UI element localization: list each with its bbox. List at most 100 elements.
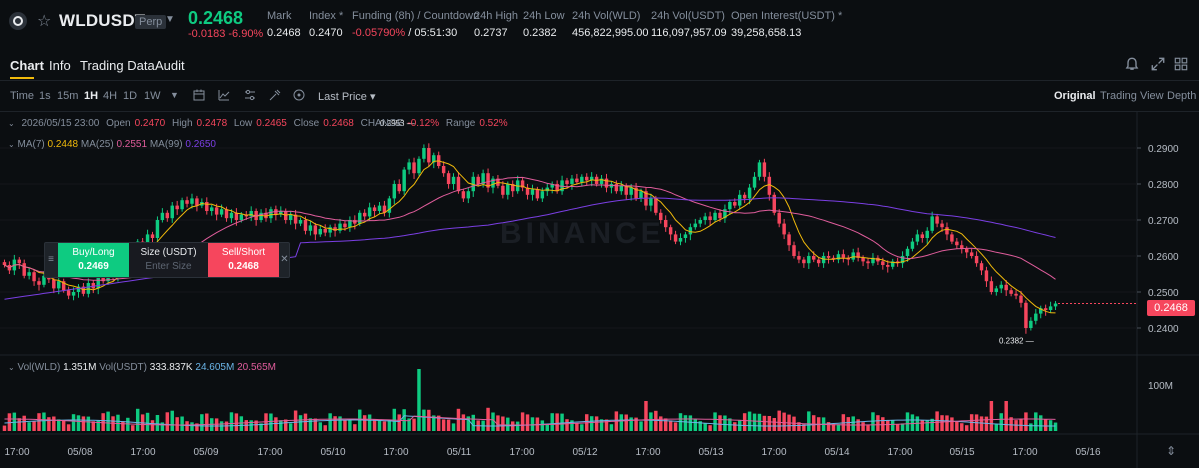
volume-bar bbox=[81, 416, 86, 431]
candle-body bbox=[1043, 308, 1048, 310]
volume-ma2-line bbox=[4, 415, 1056, 426]
favorite-star-icon[interactable]: ☆ bbox=[37, 13, 52, 30]
interval-time[interactable]: Time bbox=[10, 90, 35, 102]
x-tick-label: 17:00 bbox=[509, 447, 534, 458]
candle-body bbox=[861, 257, 865, 262]
candle-body bbox=[792, 245, 796, 256]
buy-long-button[interactable]: Buy/Long 0.2469 bbox=[58, 243, 129, 277]
interval-15m[interactable]: 15m bbox=[57, 90, 79, 102]
candle-body bbox=[358, 212, 362, 224]
candle-body bbox=[772, 194, 776, 213]
candle-body bbox=[989, 281, 994, 292]
y-tick-label: 0.2500 bbox=[1148, 288, 1179, 299]
sell-short-button[interactable]: Sell/Short 0.2468 bbox=[208, 243, 279, 277]
interval-4h[interactable]: 4H bbox=[103, 90, 118, 102]
volume-bar bbox=[417, 369, 421, 431]
volume-bar bbox=[436, 415, 441, 431]
candlestick-chart[interactable]: 0.2900 0.2800 0.2700 0.2600 0.2500 0.2400 BINA… bbox=[0, 111, 1199, 468]
symbol-name[interactable]: WLDUSDT bbox=[59, 11, 146, 30]
volume-bar bbox=[160, 422, 165, 431]
volume-bar bbox=[491, 412, 495, 431]
volume-bar bbox=[718, 415, 722, 431]
candle-body bbox=[535, 189, 540, 199]
x-tick-label: 17:00 bbox=[761, 447, 786, 458]
tab-audit[interactable]: Audit bbox=[155, 58, 185, 73]
candle-body bbox=[343, 223, 347, 228]
view-trading-view[interactable]: Trading View bbox=[1100, 90, 1164, 102]
bell-icon[interactable] bbox=[1124, 56, 1140, 72]
view-original[interactable]: Original bbox=[1054, 90, 1096, 102]
x-tick-label: 17:00 bbox=[4, 447, 29, 458]
volume-bar bbox=[328, 413, 332, 431]
volume-bar bbox=[575, 423, 579, 431]
volume-bar bbox=[999, 413, 1003, 431]
candle-body bbox=[881, 261, 885, 265]
candle-body bbox=[663, 220, 668, 228]
x-tick-label: 17:00 bbox=[383, 447, 408, 458]
interval-1d[interactable]: 1D bbox=[123, 90, 138, 102]
candle-body bbox=[580, 176, 584, 183]
volume-bar bbox=[935, 411, 939, 431]
candle-body bbox=[634, 187, 638, 199]
candle-body bbox=[101, 277, 105, 282]
volume-bar bbox=[382, 421, 387, 431]
scale-toggle-icon[interactable]: ⇕ bbox=[1166, 444, 1177, 458]
volume-bar bbox=[145, 412, 150, 431]
ticker-header: ☆ WLDUSDT Perp ▼ 0.2468 -0.0183 -6.90% M… bbox=[0, 0, 1199, 46]
candle-body bbox=[160, 212, 165, 220]
stat-24h-low: 24h Low 0.2382 bbox=[523, 10, 565, 39]
candle-body bbox=[180, 200, 184, 210]
volume-bar bbox=[802, 424, 806, 431]
close-icon[interactable]: ✕ bbox=[280, 254, 289, 265]
volume-axis-label: 100M bbox=[1148, 381, 1173, 392]
stat-index[interactable]: Index * 0.2470 bbox=[309, 10, 344, 39]
volume-bar bbox=[570, 420, 574, 431]
candle-body bbox=[32, 272, 36, 282]
stat-open-interest[interactable]: Open Interest(USDT) * 39,258,658.13 bbox=[731, 10, 843, 39]
candle-body bbox=[905, 248, 910, 256]
y-tick-label: 0.2600 bbox=[1148, 252, 1179, 263]
settings-sliders-icon[interactable] bbox=[243, 88, 257, 102]
candle-body bbox=[61, 281, 66, 291]
candle-body bbox=[851, 252, 855, 260]
volume-bar bbox=[673, 422, 678, 431]
size-input[interactable]: Size (USDT) Enter Size bbox=[129, 243, 208, 277]
volume-bar bbox=[155, 415, 160, 431]
volume-bar bbox=[693, 419, 698, 431]
volume-bar bbox=[387, 419, 392, 431]
candle-body bbox=[530, 189, 535, 195]
target-icon[interactable] bbox=[292, 88, 306, 102]
drag-handle-icon[interactable]: ≡ bbox=[48, 254, 54, 265]
price-change: -0.0183 -6.90% bbox=[188, 28, 264, 40]
tab-chart[interactable]: Chart bbox=[10, 58, 44, 73]
candle-body bbox=[27, 272, 31, 276]
interval-1w[interactable]: 1W bbox=[144, 90, 161, 102]
drawing-tools-icon[interactable] bbox=[268, 88, 282, 102]
candle-body bbox=[964, 248, 969, 253]
interval-1s[interactable]: 1s bbox=[39, 90, 51, 102]
tab-info[interactable]: Info bbox=[49, 58, 71, 73]
price-type-select[interactable]: Last Price ▾ bbox=[318, 91, 376, 103]
interval-1h[interactable]: 1H bbox=[84, 90, 99, 102]
expand-icon[interactable] bbox=[1150, 56, 1166, 72]
candle-body bbox=[441, 166, 446, 174]
volume-bar bbox=[451, 423, 456, 431]
volume-bar bbox=[737, 420, 742, 431]
candle-body bbox=[703, 216, 707, 220]
candle-body bbox=[678, 238, 683, 242]
calendar-icon[interactable] bbox=[192, 88, 206, 102]
more-intervals-icon[interactable]: ▼ bbox=[170, 90, 179, 100]
candle-body bbox=[925, 230, 929, 238]
candle-body bbox=[866, 261, 870, 264]
candle-body bbox=[589, 176, 594, 181]
volume-bar bbox=[663, 418, 668, 431]
indicator-icon[interactable] bbox=[217, 88, 231, 102]
volume-bar bbox=[86, 416, 91, 431]
view-depth[interactable]: Depth bbox=[1167, 90, 1197, 102]
candle-body bbox=[417, 158, 421, 174]
candle-body bbox=[1004, 284, 1008, 291]
chevron-down-icon[interactable]: ▼ bbox=[165, 14, 175, 25]
candle-body bbox=[979, 263, 984, 271]
tab-trading-data[interactable]: Trading Data bbox=[80, 58, 155, 73]
grid-icon[interactable] bbox=[1173, 56, 1189, 72]
